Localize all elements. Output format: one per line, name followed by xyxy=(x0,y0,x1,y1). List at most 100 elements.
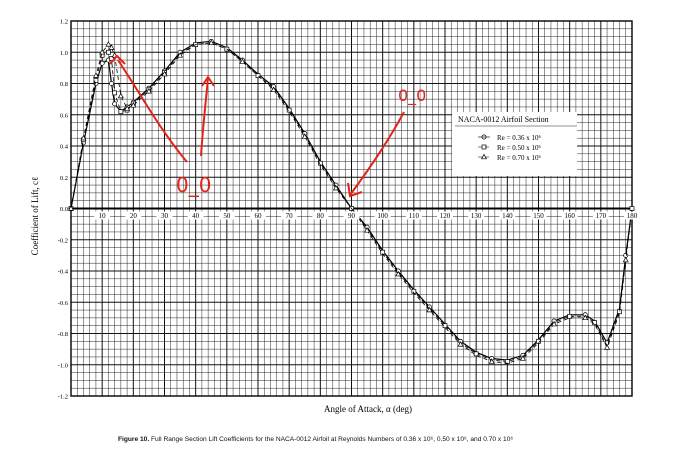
data-point-triangle xyxy=(92,72,99,78)
data-point-triangle xyxy=(488,358,495,364)
x-tick-label-bg xyxy=(592,211,609,220)
y-tick-label: -1.2 xyxy=(58,394,68,401)
data-point-triangle xyxy=(108,44,115,50)
y-tick-label: 0.6 xyxy=(60,112,69,119)
data-point-square xyxy=(255,73,261,79)
series-triangle xyxy=(68,39,633,364)
data-point-square xyxy=(473,351,479,357)
legend-entry-label: Re = 0.36 x 10⁶ xyxy=(497,134,541,142)
x-tick-label: 150 xyxy=(533,212,544,220)
data-point-triangle xyxy=(161,70,168,77)
y-axis-label: Coefficient of Lift, cℓ xyxy=(30,177,40,256)
data-point-square xyxy=(567,313,573,319)
legend-entry-label: Re = 0.50 x 10⁶ xyxy=(497,144,541,152)
data-point-square xyxy=(504,359,510,364)
data-point-triangle xyxy=(481,153,487,160)
annotation-arrowhead xyxy=(109,54,126,65)
data-point-square xyxy=(317,160,323,166)
data-point-triangle xyxy=(99,48,106,55)
legend-entry: Re = 0.70 x 10⁶ xyxy=(478,153,541,162)
data-point-triangle xyxy=(426,306,433,313)
data-point-triangle xyxy=(519,355,526,361)
y-tick-label: -0.4 xyxy=(58,269,69,276)
x-tick-label-bg xyxy=(250,211,266,220)
data-point-triangle xyxy=(145,87,152,94)
legend: NACA-0012 Airfoil Section Re = 0.36 x 10… xyxy=(452,112,577,176)
series-circle xyxy=(68,38,633,361)
data-point-triangle xyxy=(270,86,277,92)
legend-entry-label: Re = 0.70 x 10⁶ xyxy=(497,154,541,162)
x-tick-label: 110 xyxy=(409,212,420,220)
data-point-triangle xyxy=(551,320,558,327)
data-point-square xyxy=(112,90,117,96)
x-tick-label-bg xyxy=(312,211,329,220)
data-series xyxy=(68,38,635,364)
annotation-arrowhead xyxy=(347,182,363,198)
y-tick-label: -1.0 xyxy=(58,362,68,369)
data-point-triangle xyxy=(130,102,137,108)
data-point-triangle xyxy=(124,105,131,111)
x-tick-label: 50 xyxy=(223,212,231,220)
x-tick-label: 40 xyxy=(192,212,200,220)
caption-text: Full Range Section Lift Coefficients for… xyxy=(149,436,514,443)
x-tick-label: 130 xyxy=(471,212,482,220)
x-tick-label-bg xyxy=(125,211,142,220)
legend-title: NACA-0012 Airfoil Section xyxy=(458,115,549,124)
data-point-triangle xyxy=(364,227,371,233)
data-point-square xyxy=(592,320,597,325)
y-tick-label: 1.0 xyxy=(60,50,68,57)
annotation-arrow xyxy=(200,77,209,157)
caption-figure-number: Figure 10. xyxy=(118,436,150,443)
x-tick-label-bg xyxy=(218,211,235,220)
data-point-triangle xyxy=(622,256,629,263)
annotation-label: 0_0 xyxy=(398,86,426,106)
annotation-arrowhead xyxy=(201,75,215,87)
data-point-square xyxy=(536,338,541,344)
legend-entry: Re = 0.36 x 10⁶ xyxy=(478,134,541,142)
data-point-square xyxy=(106,49,111,55)
y-tick-label: -0.8 xyxy=(58,331,68,338)
x-tick-label-bg xyxy=(437,211,453,220)
x-tick-label: 170 xyxy=(596,212,607,220)
y-tick-label: 0.4 xyxy=(60,144,69,151)
y-tick-label: 0.8 xyxy=(60,81,68,88)
x-tick-label-bg xyxy=(624,211,640,220)
x-tick-label: 120 xyxy=(440,212,451,220)
y-tick-label: -0.2 xyxy=(58,237,68,244)
x-tick-label: 70 xyxy=(286,212,294,220)
data-point-triangle xyxy=(604,344,611,350)
data-point-triangle xyxy=(301,133,308,139)
legend-entry: Re = 0.50 x 10⁶ xyxy=(478,144,541,152)
data-point-triangle xyxy=(457,341,464,347)
data-point-circle xyxy=(112,101,118,107)
data-point-triangle xyxy=(208,39,215,46)
annotation-label: 0_0 xyxy=(176,173,211,197)
x-tick-label-bg xyxy=(468,211,485,220)
x-tick-label: 180 xyxy=(627,212,638,220)
red-annotations: 0_0 0_0 xyxy=(109,54,426,198)
y-tick-label: 1.2 xyxy=(60,19,68,26)
data-point-square xyxy=(286,107,292,113)
data-point-triangle xyxy=(332,184,339,191)
x-tick-label: 80 xyxy=(317,212,325,220)
x-tick-label: 10 xyxy=(99,212,107,220)
x-tick-label-bg xyxy=(156,211,173,220)
x-tick-label: 90 xyxy=(348,212,356,220)
x-tick-label-bg xyxy=(374,211,391,220)
data-point-triangle xyxy=(80,134,87,141)
x-tick-label-bg xyxy=(405,211,422,220)
data-point-triangle xyxy=(117,92,124,99)
data-point-square xyxy=(93,78,99,83)
x-tick-label-bg xyxy=(94,211,111,220)
y-tick-labels: -1.2 -1.0 -0.8 -0.6 -0.4 -0.2 0.0 0.2 0.4 0.6 0.8 1… xyxy=(58,19,69,401)
figure-caption: Figure 10. Full Range Section Lift Coeff… xyxy=(118,436,618,443)
y-tick-label: -0.6 xyxy=(58,300,69,307)
x-tick-label-bg xyxy=(187,211,204,220)
x-axis-label: Angle of Attack, α (deg) xyxy=(324,404,412,414)
data-point-circle xyxy=(109,81,114,86)
data-point-triangle xyxy=(177,52,184,58)
annotation-arrow xyxy=(117,59,188,163)
x-tick-label: 20 xyxy=(130,212,138,220)
x-tick-label-bg xyxy=(530,211,547,220)
